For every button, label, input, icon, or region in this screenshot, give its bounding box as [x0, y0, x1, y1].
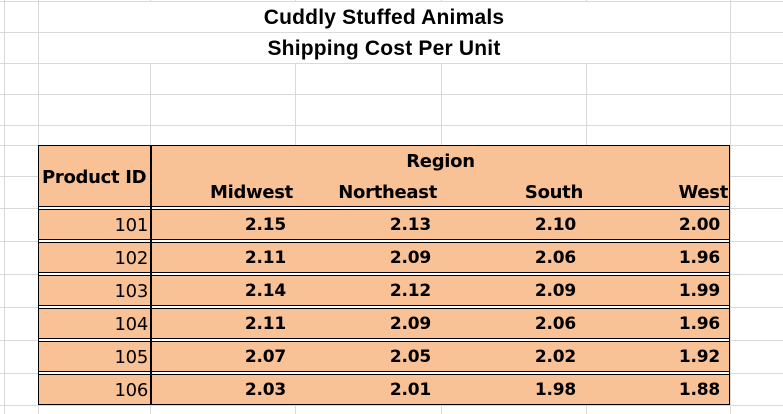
value-cell-northeast[interactable]: 2.12: [389, 281, 431, 301]
gridline-row: [0, 32, 783, 33]
value-cell-northeast[interactable]: 2.01: [389, 380, 431, 400]
value-cell-midwest[interactable]: 2.11: [244, 248, 286, 268]
double-border: [39, 338, 729, 342]
merged-title-cell-2[interactable]: [39, 33, 729, 63]
table-row: 103 2.14 2.12 2.09 1.99: [39, 275, 729, 308]
value-cell-south[interactable]: 2.06: [534, 314, 576, 334]
gridline-row: [0, 94, 783, 95]
double-border: [39, 305, 729, 309]
table-row: 101 2.15 2.13 2.10 2.00: [39, 209, 729, 242]
gridline-col: [730, 0, 731, 414]
merged-title-cell-1[interactable]: [39, 2, 729, 32]
value-cell-west[interactable]: 1.92: [678, 347, 720, 367]
value-cell-midwest[interactable]: 2.14: [244, 281, 286, 301]
table-row: 104 2.11 2.09 2.06 1.96: [39, 308, 729, 341]
value-cell-midwest[interactable]: 2.03: [244, 380, 286, 400]
double-border: [39, 206, 729, 210]
value-cell-south[interactable]: 2.06: [534, 248, 576, 268]
table-row: 102 2.11 2.09 2.06 1.96: [39, 242, 729, 275]
double-border: [39, 371, 729, 375]
value-cell-midwest[interactable]: 2.15: [244, 215, 286, 235]
shipping-cost-table: Product ID Region Midwest Northeast Sout…: [38, 145, 730, 405]
product-id-cell[interactable]: 105: [114, 347, 149, 368]
table-row: 106 2.03 2.01 1.98 1.88: [39, 374, 729, 407]
value-cell-northeast[interactable]: 2.09: [389, 314, 431, 334]
header-west[interactable]: West: [678, 182, 728, 203]
product-id-cell[interactable]: 101: [114, 215, 149, 236]
gridline-row: [0, 1, 783, 2]
value-cell-west[interactable]: 2.00: [678, 215, 720, 235]
value-cell-south[interactable]: 2.10: [534, 215, 576, 235]
value-cell-south[interactable]: 2.02: [534, 347, 576, 367]
value-cell-northeast[interactable]: 2.13: [389, 215, 431, 235]
header-product-id[interactable]: Product ID: [42, 167, 147, 188]
value-cell-west[interactable]: 1.99: [678, 281, 720, 301]
header-south[interactable]: South: [524, 182, 583, 203]
double-border: [39, 272, 729, 276]
gridline-row: [0, 63, 783, 64]
product-id-cell[interactable]: 106: [114, 380, 149, 401]
product-id-cell[interactable]: 103: [114, 281, 149, 302]
double-border: [39, 239, 729, 243]
sheet-subtitle: Shipping Cost Per Unit: [267, 37, 501, 60]
gridline-row: [0, 405, 783, 406]
value-cell-west[interactable]: 1.88: [678, 380, 720, 400]
value-cell-midwest[interactable]: 2.11: [244, 314, 286, 334]
value-cell-west[interactable]: 1.96: [678, 314, 720, 334]
value-cell-west[interactable]: 1.96: [678, 248, 720, 268]
gridline-row: [0, 125, 783, 126]
sheet-title: Cuddly Stuffed Animals: [263, 6, 505, 29]
value-cell-northeast[interactable]: 2.05: [389, 347, 431, 367]
product-id-column-divider: [150, 146, 152, 404]
value-cell-midwest[interactable]: 2.07: [244, 347, 286, 367]
value-cell-south[interactable]: 1.98: [534, 380, 576, 400]
gridline-col: [4, 0, 5, 414]
header-northeast[interactable]: Northeast: [338, 182, 437, 203]
header-region[interactable]: Region: [406, 151, 475, 172]
product-id-cell[interactable]: 104: [114, 314, 149, 335]
header-midwest[interactable]: Midwest: [209, 182, 293, 203]
value-cell-northeast[interactable]: 2.09: [389, 248, 431, 268]
product-id-cell[interactable]: 102: [114, 248, 149, 269]
table-row: 105 2.07 2.05 2.02 1.92: [39, 341, 729, 374]
value-cell-south[interactable]: 2.09: [534, 281, 576, 301]
